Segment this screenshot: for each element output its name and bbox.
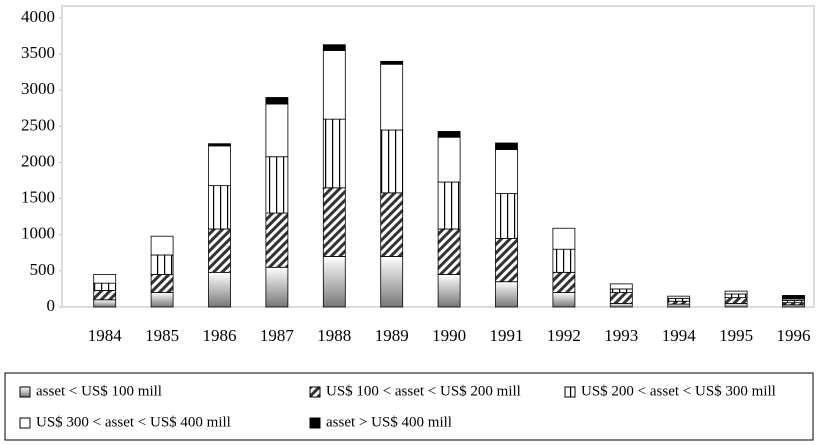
bar-segment (208, 145, 231, 187)
x-tick-label: 1985 (145, 326, 179, 345)
bar-segment (724, 297, 748, 304)
bar-segment (609, 292, 633, 304)
x-tick-label: 1992 (547, 326, 581, 345)
y-tick-label: 4000 (21, 7, 55, 26)
bar-segment (437, 228, 461, 275)
bar-segment (552, 292, 576, 308)
legend-label: US$ 100 < asset < US$ 200 mill (326, 383, 521, 399)
bar-segment (93, 299, 117, 308)
x-tick-label: 1994 (662, 326, 697, 345)
bar-segment (93, 282, 117, 291)
legend-swatch (564, 386, 576, 398)
bar-segment (265, 212, 289, 268)
y-tick-label: 1000 (21, 224, 55, 243)
bar-segment (552, 248, 576, 273)
bar-segment (380, 192, 404, 257)
bar-segment (265, 97, 289, 105)
bar-segment (609, 283, 633, 290)
bar-segment (667, 303, 691, 308)
legend-label: asset > US$ 400 mill (326, 414, 452, 430)
bar-segment (380, 129, 404, 194)
bar-segment (208, 271, 231, 308)
bar-segment (609, 302, 633, 308)
bar-segment (437, 274, 461, 308)
bar-segment (322, 50, 346, 120)
legend-frame (4, 372, 814, 441)
bar-segment (265, 266, 289, 308)
bar-segment (322, 118, 346, 189)
bar-segment (495, 142, 518, 150)
bar-segment (609, 288, 633, 293)
legend-label: US$ 300 < asset < US$ 400 mill (36, 414, 231, 430)
bar-segment (380, 63, 404, 131)
y-tick-label: 1500 (21, 188, 55, 207)
bar-segment (667, 300, 691, 305)
bar-segment (208, 185, 231, 230)
legend-swatch (19, 386, 31, 398)
legend-swatch (309, 417, 321, 429)
bar-segment (150, 292, 174, 308)
x-tick-label: 1996 (777, 326, 811, 345)
bar-segment (208, 143, 231, 147)
bar-segment (265, 156, 289, 214)
bar-segment (380, 60, 404, 65)
legend-label: asset < US$ 100 mill (36, 383, 162, 399)
bar-segment (495, 193, 518, 239)
x-tick-label: 1988 (317, 326, 351, 345)
x-tick-label: 1987 (260, 326, 295, 345)
legend-swatch (19, 417, 31, 429)
bar-segment (667, 295, 691, 299)
bar-segment (724, 302, 748, 308)
x-tick-label: 1984 (88, 326, 123, 345)
bar-segment (150, 235, 174, 256)
bar-segment (322, 44, 346, 51)
legend-label: US$ 200 < asset < US$ 300 mill (581, 383, 776, 399)
bar-segment (93, 289, 117, 301)
bar-segment (495, 149, 518, 194)
x-tick-label: 1991 (490, 326, 524, 345)
y-tick-label: 500 (30, 260, 56, 279)
bar-segment (552, 271, 576, 293)
x-tick-label: 1995 (719, 326, 753, 345)
y-tick-label: 0 (47, 296, 56, 315)
y-tick-label: 2000 (21, 151, 55, 170)
bar-segment (782, 295, 805, 300)
x-tick-label: 1990 (432, 326, 466, 345)
bar-segment (437, 181, 461, 230)
bar-segment (724, 293, 748, 299)
bar-segment (495, 237, 518, 283)
bar-segment (437, 131, 461, 138)
x-tick-label: 1986 (203, 326, 237, 345)
x-tick-label: 1989 (375, 326, 409, 345)
bar-segment (552, 227, 576, 250)
y-tick-label: 3000 (21, 79, 55, 98)
bar-segment (150, 274, 174, 293)
bar-segment (667, 297, 691, 302)
bar-segment (724, 290, 748, 295)
legend-swatch (309, 386, 321, 398)
bar-segment (437, 136, 461, 183)
bar-segment (322, 256, 346, 308)
bar-segment (208, 228, 231, 273)
bar-segment (150, 254, 174, 275)
bar-segment (380, 256, 404, 308)
y-tick-label: 2500 (21, 115, 55, 134)
y-tick-label: 3500 (21, 43, 55, 62)
bar-segment (322, 187, 346, 257)
bar-segment (265, 103, 289, 158)
bar-segment (495, 281, 518, 308)
bar-segment (93, 274, 117, 284)
x-tick-label: 1993 (604, 326, 638, 345)
